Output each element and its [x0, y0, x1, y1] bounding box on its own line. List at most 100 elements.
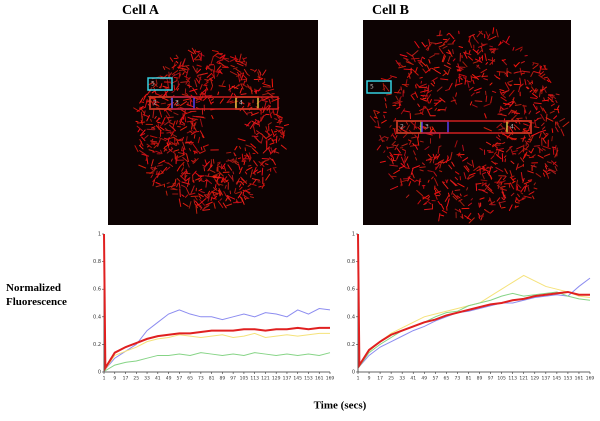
mitochondria-texture: [446, 52, 452, 55]
mitochondria-texture: [470, 75, 473, 82]
mitochondria-texture: [414, 112, 422, 115]
mitochondria-texture: [488, 166, 492, 176]
mitochondria-texture: [385, 103, 388, 109]
mitochondria-texture: [431, 67, 436, 71]
mitochondria-texture: [273, 166, 277, 169]
mitochondria-texture: [232, 201, 242, 204]
x-tick-label: 97: [488, 376, 494, 382]
mitochondria-texture: [197, 53, 201, 60]
mitochondria-texture: [446, 198, 450, 207]
mitochondria-texture: [160, 102, 167, 105]
mitochondria-texture: [506, 74, 509, 78]
mitochondria-texture: [452, 49, 454, 55]
mitochondria-texture: [187, 49, 195, 55]
mitochondria-texture: [181, 146, 183, 152]
mitochondria-texture: [240, 62, 246, 65]
mitochondria-texture: [214, 179, 220, 186]
mitochondria-texture: [495, 29, 499, 38]
mitochondria-texture: [185, 177, 191, 182]
mitochondria-texture: [441, 181, 445, 184]
mitochondria-texture: [549, 94, 552, 99]
mitochondria-texture: [142, 95, 147, 101]
mitochondria-texture: [514, 62, 520, 68]
mitochondria-texture: [152, 179, 156, 187]
mitochondria-texture: [202, 204, 210, 211]
mitochondria-texture: [515, 202, 520, 204]
mitochondria-texture: [466, 79, 470, 89]
mitochondria-texture: [474, 58, 483, 63]
mitochondria-texture: [468, 217, 475, 224]
mitochondria-texture: [522, 129, 530, 132]
mitochondria-texture: [501, 59, 506, 62]
series-line: [357, 233, 591, 369]
mitochondria-texture: [489, 210, 494, 214]
mitochondria-texture: [539, 129, 547, 133]
mitochondria-texture: [206, 76, 214, 82]
mitochondria-texture: [195, 78, 200, 84]
mitochondria-texture: [502, 175, 507, 181]
mitochondria-texture: [451, 190, 454, 195]
mitochondria-texture: [205, 86, 209, 91]
y-tick-label: 0.4: [93, 314, 101, 320]
mitochondria-texture: [485, 95, 488, 103]
mitochondria-texture: [397, 129, 402, 132]
mitochondria-texture: [452, 195, 458, 201]
mitochondria-texture: [181, 136, 184, 142]
mitochondria-texture: [532, 62, 535, 66]
mitochondria-texture: [501, 206, 506, 209]
mitochondria-texture: [179, 116, 184, 125]
mitochondria-texture: [533, 102, 542, 105]
mitochondria-texture: [518, 83, 522, 93]
mitochondria-texture: [507, 80, 514, 83]
mitochondria-texture: [217, 190, 221, 193]
mitochondria-texture: [447, 68, 451, 75]
mitochondria-texture: [272, 167, 277, 174]
mitochondria-texture: [270, 110, 275, 115]
mitochondria-texture: [144, 134, 149, 139]
mitochondria-texture: [437, 200, 441, 206]
mitochondria-texture: [190, 53, 195, 62]
x-tick-label: 25: [133, 376, 139, 382]
mitochondria-texture: [496, 123, 503, 129]
x-tick-label: 57: [176, 376, 182, 382]
mitochondria-texture: [136, 107, 143, 112]
mitochondria-texture: [199, 205, 203, 209]
mitochondria-texture: [171, 90, 175, 93]
mitochondria-texture: [201, 88, 208, 95]
mitochondria-texture: [207, 193, 211, 202]
mitochondria-texture: [522, 104, 527, 113]
mitochondria-texture: [452, 193, 459, 200]
mitochondria-texture: [139, 106, 145, 114]
mitochondria-texture: [278, 116, 283, 119]
mitochondria-texture: [204, 89, 207, 96]
mitochondria-texture: [532, 103, 538, 111]
mitochondria-texture: [555, 121, 561, 129]
mitochondria-texture: [546, 161, 552, 164]
mitochondria-texture: [193, 134, 196, 139]
mitochondria-texture: [229, 56, 239, 60]
mitochondria-texture: [237, 84, 241, 87]
mitochondria-texture: [454, 189, 461, 191]
mitochondria-texture: [202, 146, 206, 152]
mitochondria-texture: [210, 101, 214, 104]
mitochondria-texture: [545, 133, 549, 135]
mitochondria-texture: [543, 97, 545, 101]
mitochondria-texture: [556, 107, 560, 114]
mitochondria-texture: [136, 121, 146, 124]
mitochondria-texture: [518, 121, 521, 125]
mitochondria-texture: [433, 155, 439, 160]
mitochondria-texture: [377, 120, 380, 129]
mitochondria-texture: [228, 84, 231, 93]
mitochondria-texture: [491, 51, 495, 54]
mitochondria-texture: [479, 56, 481, 62]
mitochondria-texture: [141, 153, 149, 157]
mitochondria-texture: [179, 161, 185, 168]
mitochondria-texture: [265, 126, 269, 133]
x-tick-label: 17: [123, 376, 129, 382]
mitochondria-texture: [442, 40, 447, 45]
mitochondria-texture: [373, 109, 378, 118]
mitochondria-texture: [533, 182, 536, 186]
mitochondria-texture: [210, 85, 213, 91]
mitochondria-texture: [476, 49, 479, 53]
